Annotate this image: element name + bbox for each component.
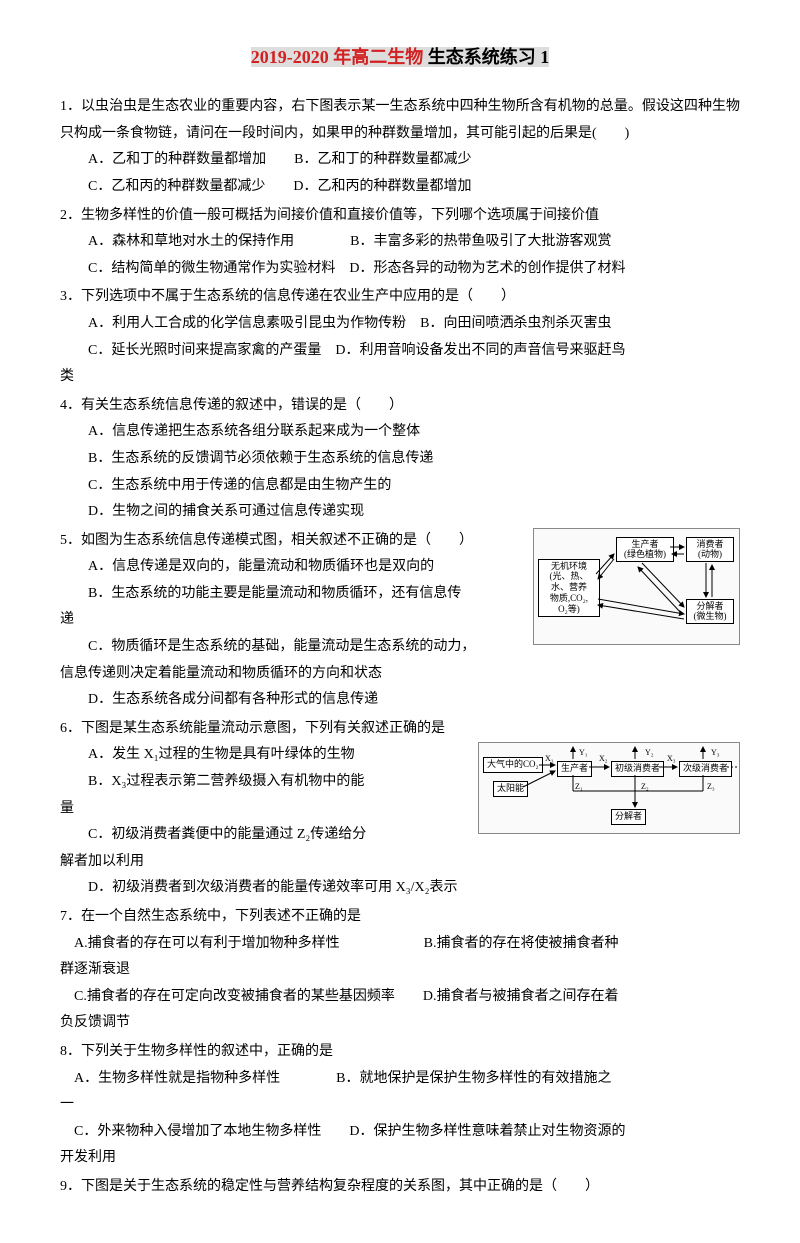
d2-secondary: 次级消费者 bbox=[679, 761, 732, 777]
q2-options: A．森林和草地对水土的保持作用 B．丰富多彩的热带鱼吸引了大批游客观赏 C．结构… bbox=[60, 229, 740, 282]
q7-text: 7．在一个自然生态系统中，下列表述不正确的是 bbox=[60, 904, 740, 931]
question-6: 6．下图是某生态系统能量流动示意图，下列有关叙述正确的是 大气中的CO₂ 太阳能… bbox=[60, 716, 740, 902]
question-3: 3．下列选项中不属于生态系统的信息传递在农业生产中应用的是（ ） A．利用人工合… bbox=[60, 284, 740, 390]
d2-co2: 大气中的CO₂ bbox=[483, 757, 543, 773]
q6-text: 6．下图是某生态系统能量流动示意图，下列有关叙述正确的是 bbox=[60, 716, 740, 743]
question-2: 2．生物多样性的价值一般可概括为间接价值和直接价值等，下列哪个选项属于间接价值 … bbox=[60, 203, 740, 283]
q1-options: A．乙和丁的种群数量都增加 B．乙和丁的种群数量都减少 C．乙和丙的种群数量都减… bbox=[60, 147, 740, 200]
diagram-1: 无机环境(光、热、水、营养物质,CO₂,O₂等) 生产者(绿色植物) 消费者(动… bbox=[533, 528, 740, 645]
question-7: 7．在一个自然生态系统中，下列表述不正确的是 A.捕食者的存在可以有利于增加物种… bbox=[60, 904, 740, 1037]
question-4: 4．有关生态系统信息传递的叙述中，错误的是（ ） A．信息传递把生态系统各组分联… bbox=[60, 393, 740, 526]
d1-producer: 生产者(绿色植物) bbox=[616, 537, 674, 563]
d1-decomposer: 分解者(微生物) bbox=[686, 599, 734, 625]
question-5: 无机环境(光、热、水、营养物质,CO₂,O₂等) 生产者(绿色植物) 消费者(动… bbox=[60, 528, 740, 714]
d2-sun: 太阳能 bbox=[493, 781, 528, 797]
question-1: 1．以虫治虫是生态农业的重要内容，右下图表示某一生态系统中四种生物所含有机物的总… bbox=[60, 94, 740, 200]
q9-text: 9．下图是关于生态系统的稳定性与营养结构复杂程度的关系图，其中正确的是（ ） bbox=[60, 1174, 740, 1201]
d1-env: 无机环境(光、热、水、营养物质,CO₂,O₂等) bbox=[538, 559, 600, 617]
title-black: 生态系统练习 1 bbox=[423, 47, 549, 67]
q3-tail: 类 bbox=[60, 364, 740, 391]
q2-text: 2．生物多样性的价值一般可概括为间接价值和直接价值等，下列哪个选项属于间接价值 bbox=[60, 203, 740, 230]
q4-options: A．信息传递把生态系统各组分联系起来成为一个整体 B．生态系统的反馈调节必须依赖… bbox=[60, 419, 740, 525]
q3-text: 3．下列选项中不属于生态系统的信息传递在农业生产中应用的是（ ） bbox=[60, 284, 740, 311]
d1-consumer: 消费者(动物) bbox=[686, 537, 734, 563]
d2-decomposer: 分解者 bbox=[611, 809, 646, 825]
q3-options: A．利用人工合成的化学信息素吸引昆虫为作物传粉 B．向田间喷洒杀虫剂杀灭害虫 C… bbox=[60, 311, 740, 364]
q4-text: 4．有关生态系统信息传递的叙述中，错误的是（ ） bbox=[60, 393, 740, 420]
q8-text: 8．下列关于生物多样性的叙述中，正确的是 bbox=[60, 1039, 740, 1066]
page-title: 2019-2020 年高二生物 生态系统练习 1 bbox=[60, 40, 740, 74]
q1-text: 1．以虫治虫是生态农业的重要内容，右下图表示某一生态系统中四种生物所含有机物的总… bbox=[60, 94, 740, 147]
question-8: 8．下列关于生物多样性的叙述中，正确的是 A．生物多样性就是指物种多样性 B．就… bbox=[60, 1039, 740, 1172]
title-red: 2019-2020 年高二生物 bbox=[251, 47, 424, 67]
d2-primary: 初级消费者 bbox=[611, 761, 664, 777]
question-9: 9．下图是关于生态系统的稳定性与营养结构复杂程度的关系图，其中正确的是（ ） bbox=[60, 1174, 740, 1201]
diagram-2: 大气中的CO₂ 太阳能 生产者 初级消费者 次级消费者 分解者 X₁ X₂ X₃… bbox=[478, 742, 740, 834]
d2-producer: 生产者 bbox=[557, 761, 592, 777]
